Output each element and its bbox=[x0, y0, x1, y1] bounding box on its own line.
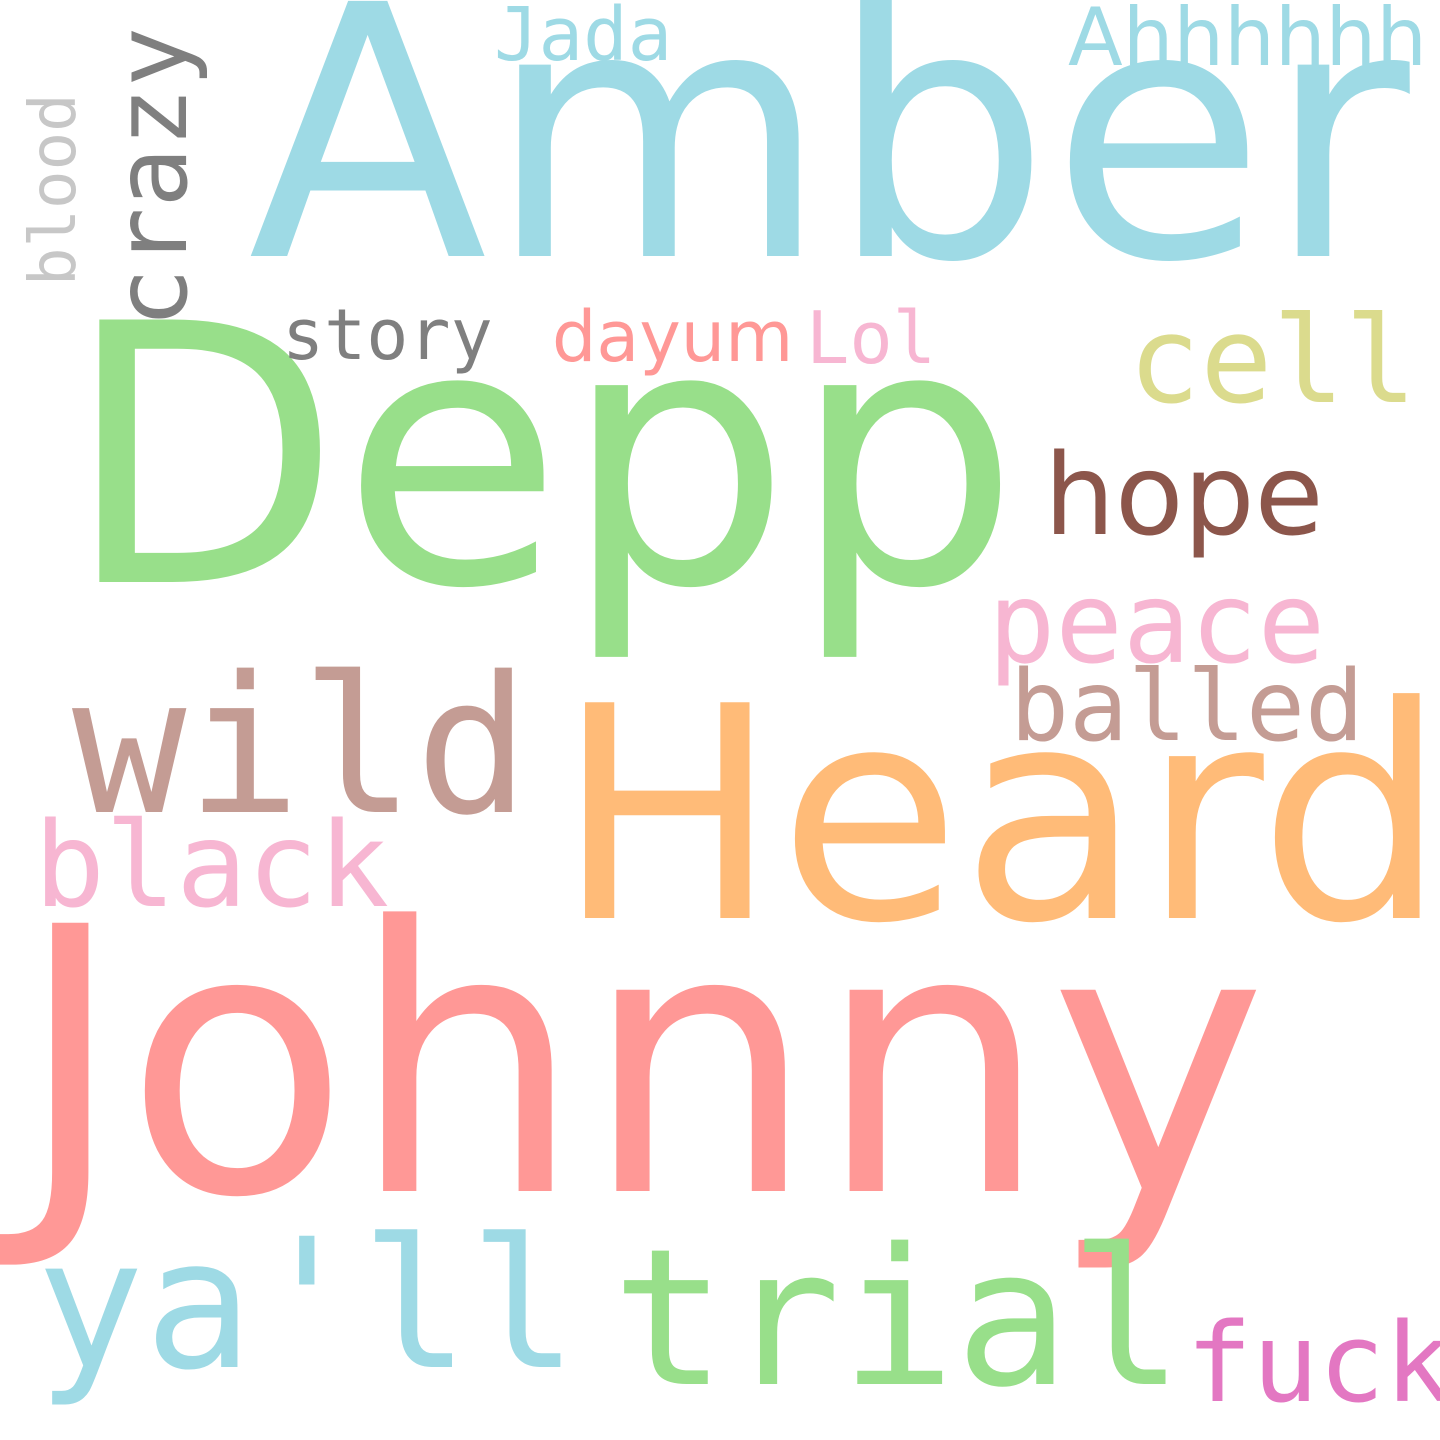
word-fuck: fuck bbox=[1186, 1299, 1440, 1427]
word-ahhhhhh: Ahhhhhh bbox=[1068, 0, 1427, 84]
word-wild: wild bbox=[72, 636, 530, 857]
word-cell: cell bbox=[1128, 292, 1417, 431]
word-amber: Amber bbox=[248, 0, 1410, 339]
word-heard: Heard bbox=[556, 643, 1440, 988]
word-black: black bbox=[34, 796, 390, 934]
word-dayum: dayum bbox=[552, 296, 794, 378]
word-story: story bbox=[282, 294, 493, 376]
word-yall: ya'll bbox=[36, 1201, 578, 1410]
word-peace: peace bbox=[988, 559, 1326, 689]
word-balled: balled bbox=[1010, 650, 1365, 764]
word-lol: Lol bbox=[806, 296, 937, 380]
word-jada: Jada bbox=[494, 0, 673, 78]
word-blood: blood bbox=[17, 93, 91, 286]
word-trial: trial bbox=[612, 1208, 1184, 1429]
word-depp: Depp bbox=[64, 248, 1020, 667]
word-hope: hope bbox=[1044, 431, 1324, 561]
word-johnny: Johnny bbox=[16, 849, 1268, 1278]
word-crazy: crazy bbox=[93, 26, 210, 328]
